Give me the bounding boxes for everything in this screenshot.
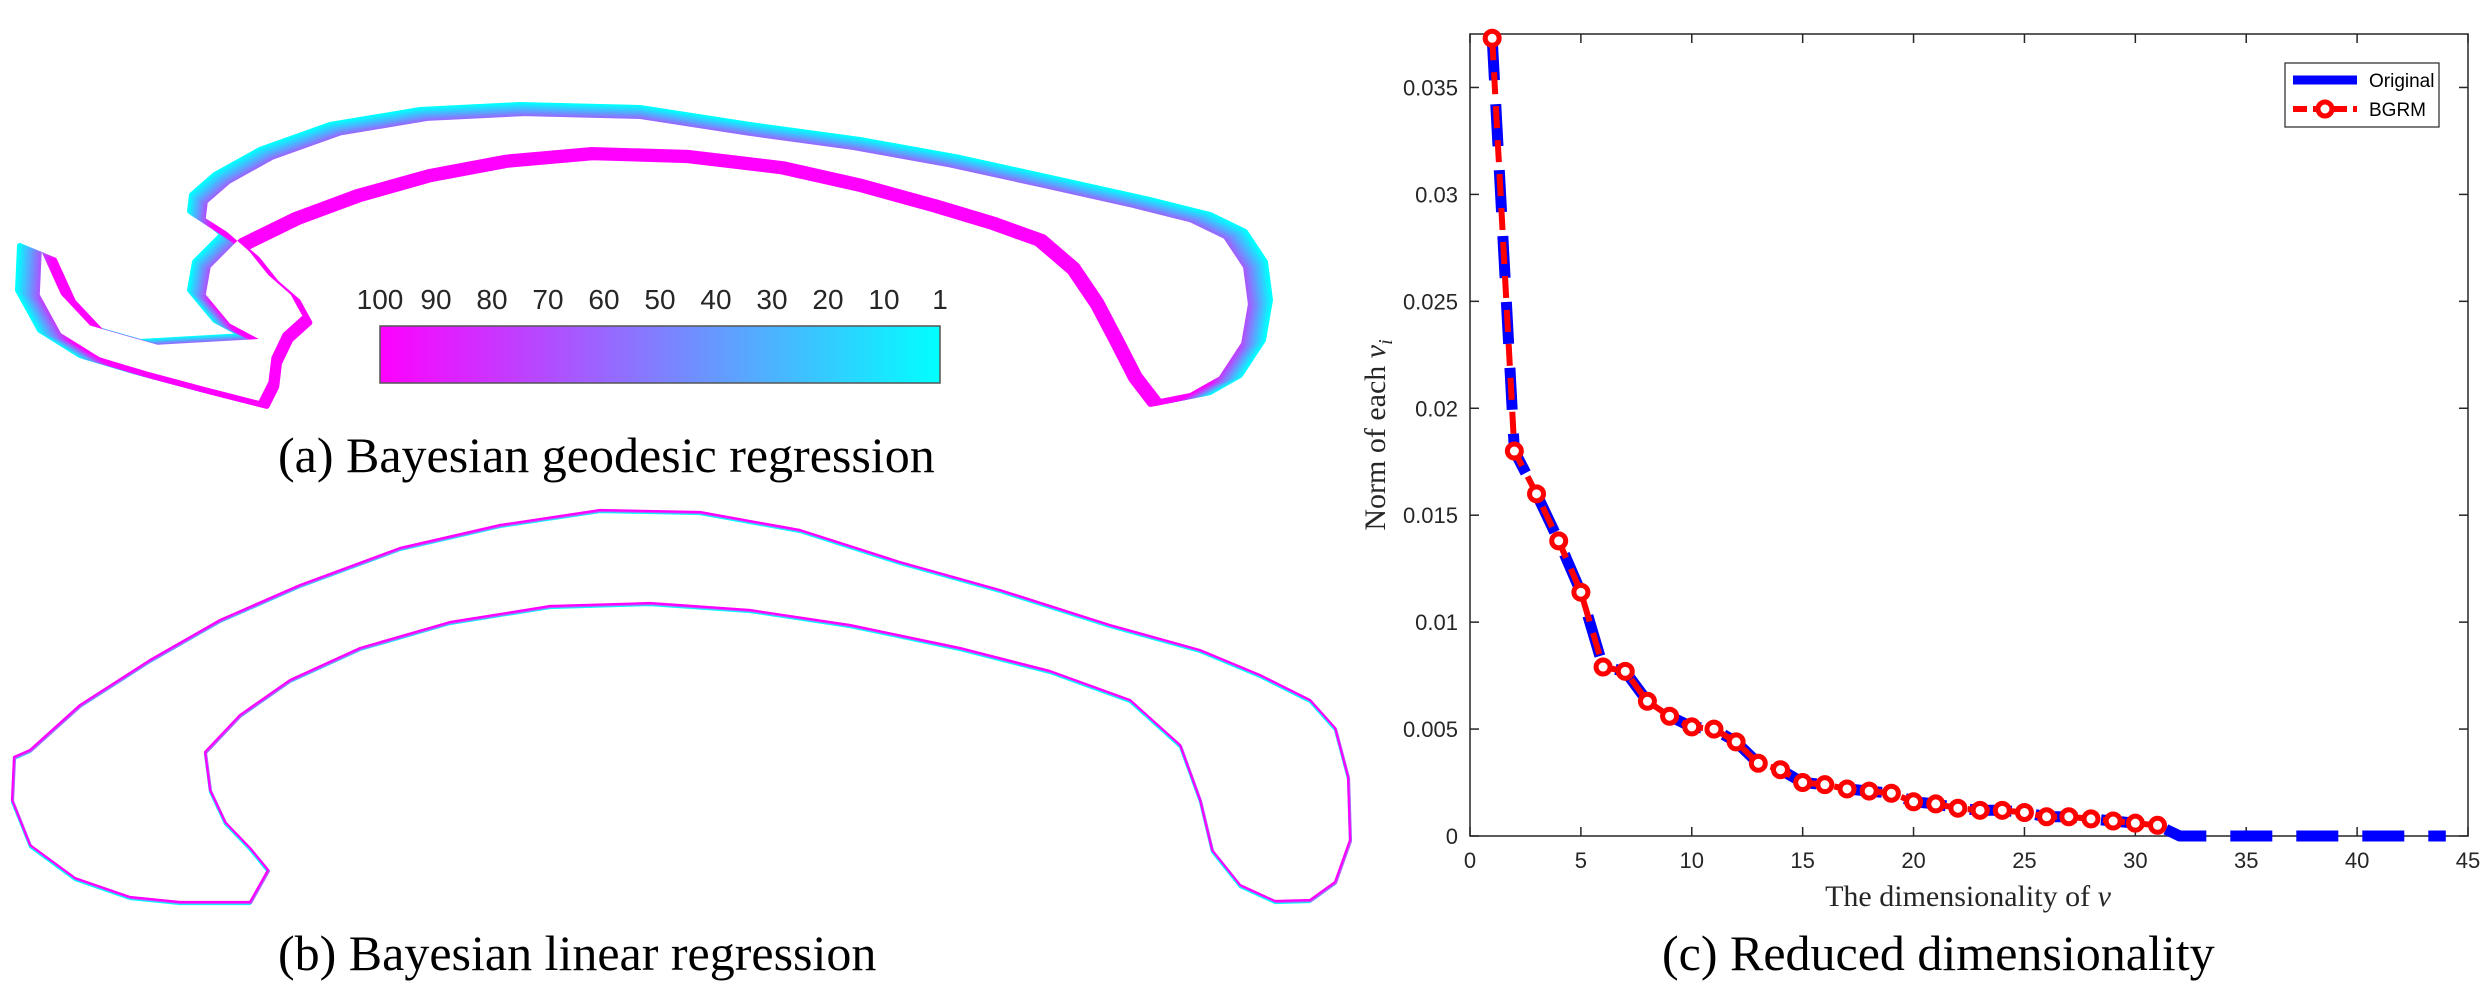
bgrm-marker	[1970, 800, 1990, 820]
x-tick-label: 0	[1464, 848, 1476, 873]
y-tick-label: 0.01	[1415, 610, 1458, 635]
x-tick-label: 25	[2012, 848, 2036, 873]
colorbar-tick-label: 1	[932, 284, 948, 315]
bgrm-marker	[2148, 815, 2168, 835]
bgrm-marker	[1726, 732, 1746, 752]
colorbar-tick-label: 50	[644, 284, 675, 315]
bgrm-marker	[1637, 691, 1657, 711]
bgrm-marker	[2059, 807, 2079, 827]
bgrm-marker	[1682, 717, 1702, 737]
linear-shape-0	[10, 510, 1352, 906]
legend-bgrm-label: BGRM	[2369, 100, 2426, 121]
bgrm-marker	[1770, 760, 1790, 780]
bgrm-marker	[1948, 798, 1968, 818]
bgrm-marker	[1527, 484, 1547, 504]
y-tick-label: 0	[1446, 824, 1458, 849]
chart-reduced-dimensionality: 0 5 10 15 20 25 30 35 40 45 0 0.005 0.01 0.015 0.02 0.…	[1359, 28, 2480, 913]
y-tick-label: 0.02	[1415, 396, 1458, 421]
plot-area	[1469, 33, 2469, 837]
linear-shape-2	[10, 508, 1352, 904]
bgrm-marker	[1992, 800, 2012, 820]
y-tick-label: 0.015	[1403, 503, 1458, 528]
colorbar-tick-label: 30	[756, 284, 787, 315]
x-tick-label: 20	[1901, 848, 1925, 873]
bgrm-marker	[1504, 441, 1524, 461]
bgrm-marker	[1837, 779, 1857, 799]
colorbar-tick-label: 10	[868, 284, 899, 315]
geodesic-shape-interior	[39, 116, 1248, 401]
y-tick-label: 0.025	[1403, 289, 1458, 314]
bgrm-marker	[1593, 657, 1613, 677]
bgrm-marker	[2081, 809, 2101, 829]
x-tick-label: 45	[2456, 848, 2480, 873]
x-tick-label: 40	[2345, 848, 2369, 873]
caption-a: (a) Bayesian geodesic regression	[278, 427, 935, 483]
colorbar-tick-label: 100	[357, 284, 404, 315]
bgrm-marker	[1660, 706, 1680, 726]
colorbar: 100 90 80 70 60 50 40 30 20 10 1	[357, 284, 948, 384]
x-tick-label: 10	[1680, 848, 1704, 873]
bgrm-marker	[2125, 813, 2145, 833]
bgrm-marker	[1571, 582, 1591, 602]
y-axis-label: Norm of each vi	[1359, 339, 1397, 530]
y-tick-label: 0.03	[1415, 182, 1458, 207]
bgrm-marker	[1615, 661, 1635, 681]
colorbar-tick-label: 90	[420, 284, 451, 315]
panel-a-geodesic-shapes	[15, 102, 1273, 409]
bgrm-marker	[2014, 802, 2034, 822]
colorbar-tick-label: 70	[532, 284, 563, 315]
bgrm-marker	[1904, 792, 1924, 812]
linear-shape-1	[11, 509, 1353, 905]
bgrm-marker	[1793, 773, 1813, 793]
panel-b-linear-shapes	[10, 508, 1353, 906]
x-tick-label: 35	[2234, 848, 2258, 873]
colorbar-tick-label: 80	[476, 284, 507, 315]
legend-box	[2284, 62, 2440, 128]
bgrm-marker	[2037, 807, 2057, 827]
bgrm-marker	[2103, 811, 2123, 831]
bgrm-marker	[1815, 775, 1835, 795]
bgrm-marker	[1549, 531, 1569, 551]
x-tick-label: 30	[2123, 848, 2147, 873]
colorbar-tick-label: 20	[812, 284, 843, 315]
colorbar-tick-label: 40	[700, 284, 731, 315]
y-tick-label: 0.005	[1403, 717, 1458, 742]
bgrm-marker	[1926, 794, 1946, 814]
x-tick-label: 5	[1575, 848, 1587, 873]
bgrm-marker	[1704, 719, 1724, 739]
legend: Original BGRM	[2284, 62, 2440, 128]
bgrm-marker	[1859, 781, 1879, 801]
legend-original-label: Original	[2369, 71, 2434, 92]
bgrm-marker	[1482, 28, 1502, 48]
caption-c: (c) Reduced dimensionality	[1662, 925, 2215, 981]
bgrm-marker	[1881, 783, 1901, 803]
x-tick-label: 15	[1790, 848, 1814, 873]
caption-b: (b) Bayesian linear regression	[278, 925, 876, 981]
colorbar-gradient	[379, 325, 941, 384]
x-axis-label: The dimensionality of v	[1825, 880, 2111, 913]
legend-bgrm-marker	[2315, 99, 2335, 119]
colorbar-tick-label: 60	[588, 284, 619, 315]
bgrm-marker	[1748, 753, 1768, 773]
y-tick-label: 0.035	[1403, 75, 1458, 100]
